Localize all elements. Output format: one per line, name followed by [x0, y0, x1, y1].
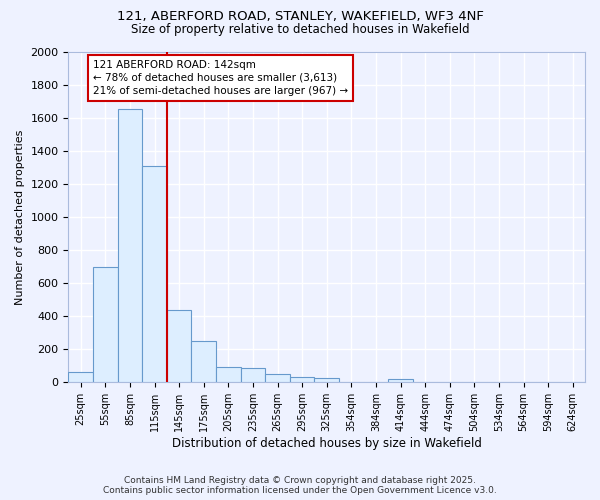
Text: Contains HM Land Registry data © Crown copyright and database right 2025.
Contai: Contains HM Land Registry data © Crown c… — [103, 476, 497, 495]
Bar — [290, 378, 314, 382]
Text: 121 ABERFORD ROAD: 142sqm
← 78% of detached houses are smaller (3,613)
21% of se: 121 ABERFORD ROAD: 142sqm ← 78% of detac… — [93, 60, 348, 96]
Y-axis label: Number of detached properties: Number of detached properties — [15, 129, 25, 304]
Bar — [314, 378, 339, 382]
Bar — [142, 166, 167, 382]
X-axis label: Distribution of detached houses by size in Wakefield: Distribution of detached houses by size … — [172, 437, 482, 450]
Bar — [216, 366, 241, 382]
Bar — [118, 110, 142, 382]
Text: Size of property relative to detached houses in Wakefield: Size of property relative to detached ho… — [131, 22, 469, 36]
Text: 121, ABERFORD ROAD, STANLEY, WAKEFIELD, WF3 4NF: 121, ABERFORD ROAD, STANLEY, WAKEFIELD, … — [116, 10, 484, 23]
Bar — [265, 374, 290, 382]
Bar — [388, 379, 413, 382]
Bar — [68, 372, 93, 382]
Bar — [241, 368, 265, 382]
Bar — [167, 310, 191, 382]
Bar — [191, 341, 216, 382]
Bar — [93, 268, 118, 382]
